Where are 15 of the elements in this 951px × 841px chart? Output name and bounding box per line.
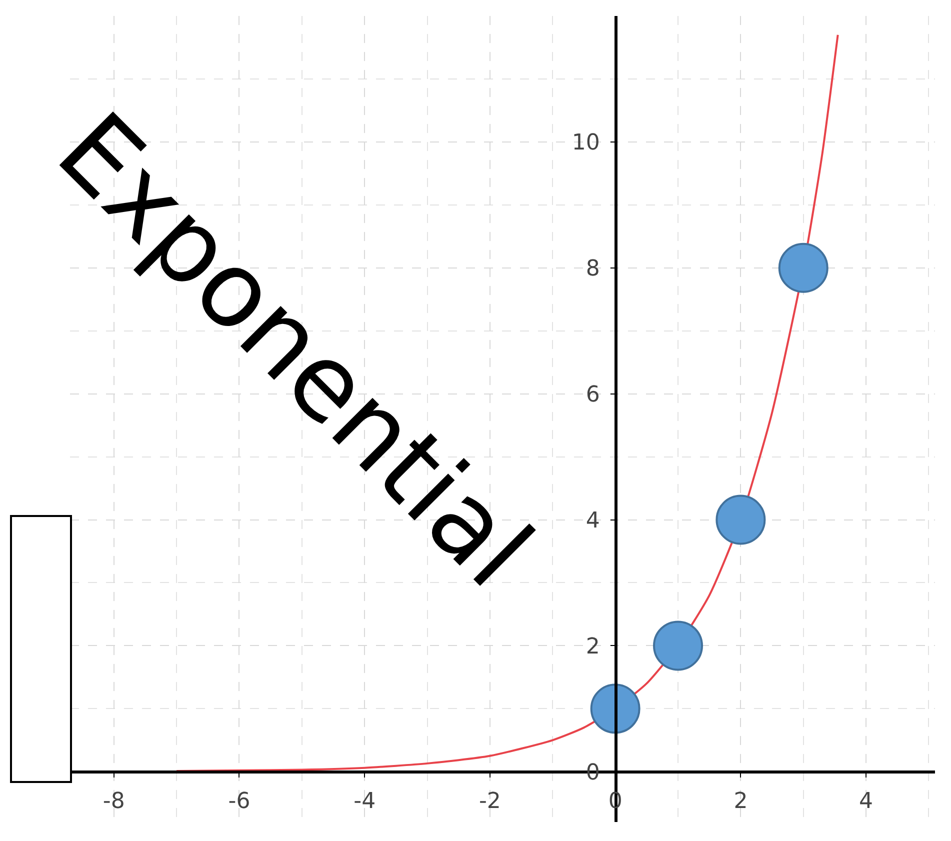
point [590, 684, 640, 734]
y-tick-label: 8 [586, 256, 600, 282]
y-tick-label: 2 [586, 634, 600, 660]
x-tick-label: 4 [859, 789, 874, 814]
point [716, 494, 766, 545]
x-tick-label: -6 [228, 789, 250, 814]
point [653, 620, 704, 671]
point [778, 242, 828, 293]
x-tick-label: -2 [478, 789, 501, 814]
y-tick-label: 6 [586, 382, 600, 408]
y-tick-label: 10 [572, 130, 600, 156]
x-tick-label: -8 [102, 789, 125, 814]
x-tick-label: 2 [734, 789, 748, 814]
y-tick-label: 4 [586, 508, 600, 534]
x-tick-label: -4 [354, 789, 376, 814]
